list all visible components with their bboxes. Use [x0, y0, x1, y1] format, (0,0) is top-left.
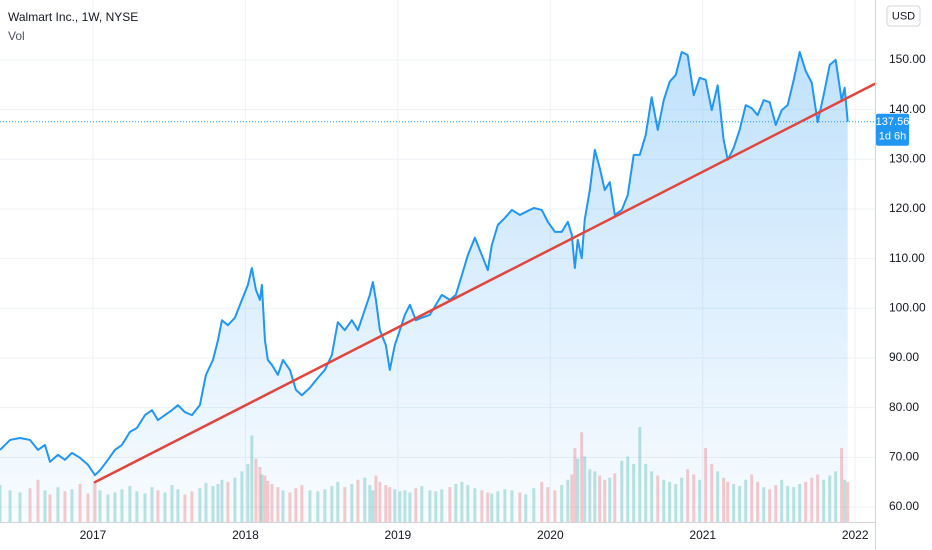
y-tick-label: 110.00: [889, 251, 925, 265]
x-tick-label: 2022: [842, 528, 869, 542]
chart-title: Walmart Inc., 1W, NYSE: [8, 10, 138, 24]
y-tick-label: 90.00: [889, 350, 919, 364]
y-tick-label: 60.00: [889, 499, 919, 513]
y-tick-label: 140.00: [889, 102, 926, 116]
y-tick-label: 150.00: [889, 52, 926, 66]
y-tick-label: 70.00: [889, 449, 919, 463]
x-tick-label: 2017: [80, 528, 107, 542]
last-price-box: [876, 113, 909, 146]
x-tick-label: 2019: [385, 528, 412, 542]
x-tick-label: 2021: [689, 528, 716, 542]
countdown-label: 1d 6h: [879, 131, 907, 143]
price-line: [0, 51, 849, 477]
trend-line: [93, 82, 877, 484]
currency-label: USD: [892, 10, 915, 22]
y-tick-label: 120.00: [889, 201, 926, 215]
y-tick-label: 130.00: [889, 151, 926, 165]
y-tick-label: 100.00: [889, 300, 926, 314]
x-tick-label: 2018: [232, 528, 259, 542]
volume-label: Vol: [8, 29, 25, 43]
axes-layer: 60.00 70.00 80.00 90.00 100.00 110.00 120.00 13…: [80, 52, 926, 542]
currency-button[interactable]: [886, 5, 921, 27]
last-price-label: 137.56: [876, 116, 910, 128]
volume-bar: [846, 481, 850, 522]
area-fill: [0, 52, 848, 522]
plot-layer: [0, 51, 877, 522]
y-tick-label: 80.00: [889, 400, 919, 414]
x-tick-label: 2020: [537, 528, 564, 542]
